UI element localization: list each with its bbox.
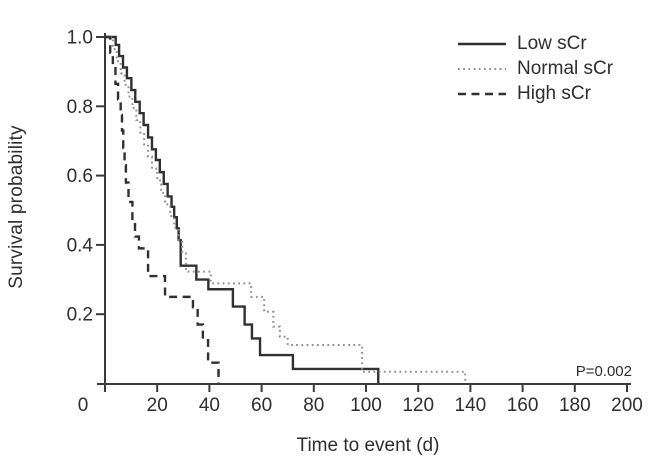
legend-label-low-scr: Low sCr: [517, 32, 587, 54]
x-tick-label: 80: [303, 395, 324, 416]
x-tick-label: 60: [251, 395, 272, 416]
legend-item-low-scr: Low sCr: [458, 31, 613, 56]
legend: Low sCr Normal sCr High sCr: [458, 31, 613, 106]
y-axis-title: Survival probability: [6, 125, 27, 289]
y-tick-label: 1.0: [67, 28, 93, 49]
y-tick-label: 0.4: [67, 235, 94, 256]
x-tick-label: 120: [402, 395, 434, 416]
x-tick-label: 160: [507, 395, 539, 416]
x-tick-label: 180: [559, 395, 591, 416]
high-scr-curve: [105, 35, 220, 384]
solid-line-icon: [458, 42, 506, 45]
dotted-line-icon: [458, 67, 506, 70]
y-tick-label: 0.8: [67, 97, 93, 118]
x-axis-title: Time to event (d): [296, 435, 440, 456]
y-tick-label: 0.6: [67, 166, 93, 187]
x-tick-label: 40: [199, 395, 220, 416]
p-value-annotation: P=0.002: [575, 363, 632, 380]
normal-scr-curve: [105, 36, 467, 384]
dashed-line-icon: [458, 92, 506, 95]
x-tick-label: 140: [455, 395, 487, 416]
y-tick-label: 0.2: [67, 305, 93, 326]
x-tick-label: 0: [78, 395, 89, 416]
legend-item-normal-scr: Normal sCr: [458, 56, 613, 81]
legend-item-high-scr: High sCr: [458, 81, 613, 106]
legend-label-normal-scr: Normal sCr: [517, 57, 614, 79]
legend-label-high-scr: High sCr: [517, 82, 591, 104]
x-tick-label: 200: [611, 395, 643, 416]
low-scr-curve: [105, 35, 380, 384]
x-tick-label: 100: [350, 395, 382, 416]
x-tick-label: 20: [147, 395, 168, 416]
